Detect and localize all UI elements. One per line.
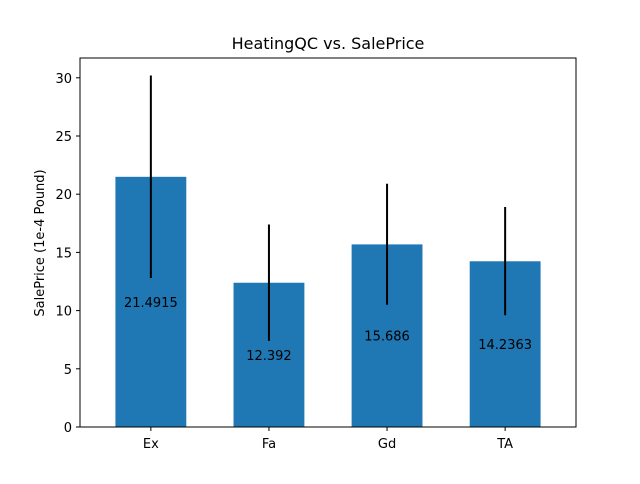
y-tick-label-10: 10 xyxy=(55,305,72,320)
data-label-ex: 21.4915 xyxy=(124,296,178,311)
x-tick-label-ta: TA xyxy=(496,437,513,452)
x-tick-label-ex: Ex xyxy=(143,437,159,452)
chart-title: HeatingQC vs. SalePrice xyxy=(232,34,425,53)
y-tick-label-30: 30 xyxy=(55,72,72,87)
y-tick-label-0: 0 xyxy=(64,421,72,436)
y-tick-label-25: 25 xyxy=(55,130,72,145)
plot-area: 21.4915 Ex 12.392 Fa 15.686 Gd 14.2363 TA 0 5 10 15… xyxy=(55,57,577,452)
plot-frame xyxy=(79,57,577,428)
data-label-fa: 12.392 xyxy=(246,349,292,364)
y-tick-label-20: 20 xyxy=(55,188,72,203)
data-label-ta: 14.2363 xyxy=(478,338,532,353)
x-tick-label-gd: Gd xyxy=(378,437,396,452)
data-label-gd: 15.686 xyxy=(364,330,410,345)
y-tick-label-5: 5 xyxy=(64,363,72,378)
y-axis-label: SalePrice (1e-4 Pound) xyxy=(33,169,48,316)
x-tick-label-fa: Fa xyxy=(262,437,276,452)
y-tick-label-15: 15 xyxy=(55,246,72,261)
